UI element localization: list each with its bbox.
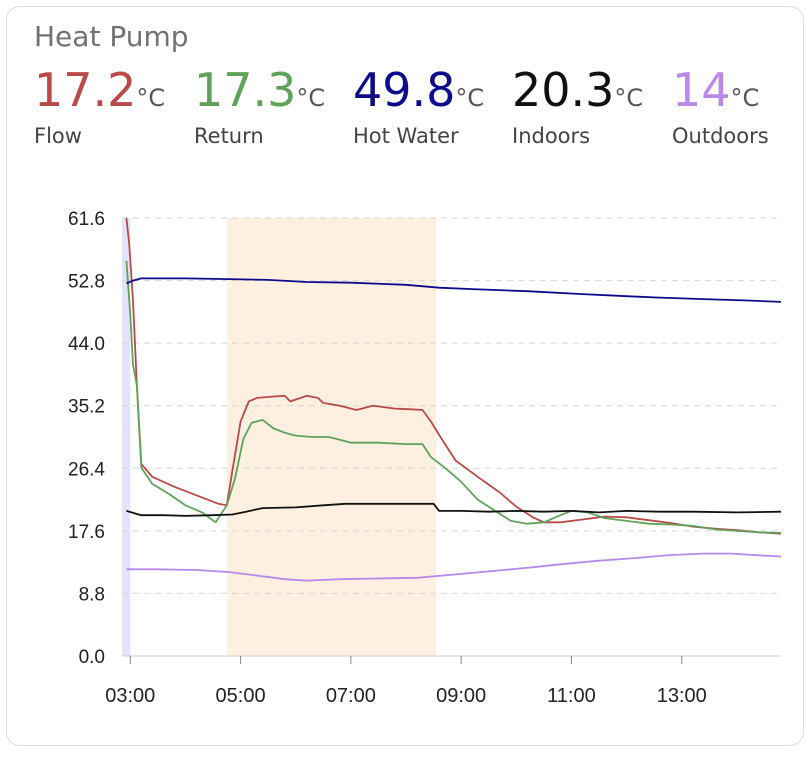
reading-indoors-label: Indoors <box>512 124 591 148</box>
reading-indoors-value: 20.3 <box>512 63 615 117</box>
y-tick-label-6: 52.8 <box>68 272 105 293</box>
reading-return-label: Return <box>194 124 264 148</box>
series-line-indoors <box>126 502 782 517</box>
reading-flow-unit: °C <box>136 84 166 112</box>
y-tick-label-3: 26.4 <box>68 459 105 480</box>
series-line-flow <box>125 217 782 535</box>
reading-indoors-unit: °C <box>614 84 644 112</box>
reading-outdoors-unit: °C <box>730 84 760 112</box>
x-tick-label-5: 13:00 <box>657 685 707 707</box>
readings-row: 17.2°C Flow 17.3°C Return 49.8°C Hot Wat… <box>34 64 794 154</box>
y-tick-label-4: 35.2 <box>68 397 105 418</box>
reading-hot-water-unit: °C <box>455 84 485 112</box>
x-tick-label-2: 07:00 <box>326 685 376 707</box>
card-title: Heat Pump <box>34 20 189 53</box>
reading-return-unit: °C <box>296 84 326 112</box>
x-tick-label-3: 09:00 <box>436 685 486 707</box>
reading-hot-water-label: Hot Water <box>353 124 459 148</box>
y-tick-label-1: 8.8 <box>79 584 105 605</box>
y-tick-label-2: 17.6 <box>68 522 105 543</box>
series-line-hot-water <box>126 277 782 303</box>
reading-outdoors-label: Outdoors <box>672 124 769 148</box>
series-line-return <box>125 260 782 534</box>
reading-outdoors[interactable]: 14°C Outdoors <box>672 64 769 148</box>
chart-band-0 <box>122 218 131 656</box>
reading-flow-value: 17.2 <box>34 63 137 117</box>
reading-indoors[interactable]: 20.3°C Indoors <box>512 64 643 148</box>
reading-hot-water[interactable]: 49.8°C Hot Water <box>353 64 484 148</box>
y-tick-label-7: 61.6 <box>68 209 105 230</box>
reading-flow[interactable]: 17.2°C Flow <box>34 64 165 148</box>
reading-hot-water-value: 49.8 <box>353 63 456 117</box>
x-tick-label-1: 05:00 <box>216 685 266 707</box>
reading-return-value: 17.3 <box>194 63 297 117</box>
reading-return[interactable]: 17.3°C Return <box>194 64 325 148</box>
y-tick-label-0: 0.0 <box>79 647 105 668</box>
x-tick-label-4: 11:00 <box>547 685 596 707</box>
reading-outdoors-value: 14 <box>672 63 731 117</box>
reading-flow-label: Flow <box>34 124 82 148</box>
y-tick-label-5: 44.0 <box>68 334 105 355</box>
x-tick-label-0: 03:00 <box>105 685 155 707</box>
series-line-outdoors <box>126 552 782 582</box>
